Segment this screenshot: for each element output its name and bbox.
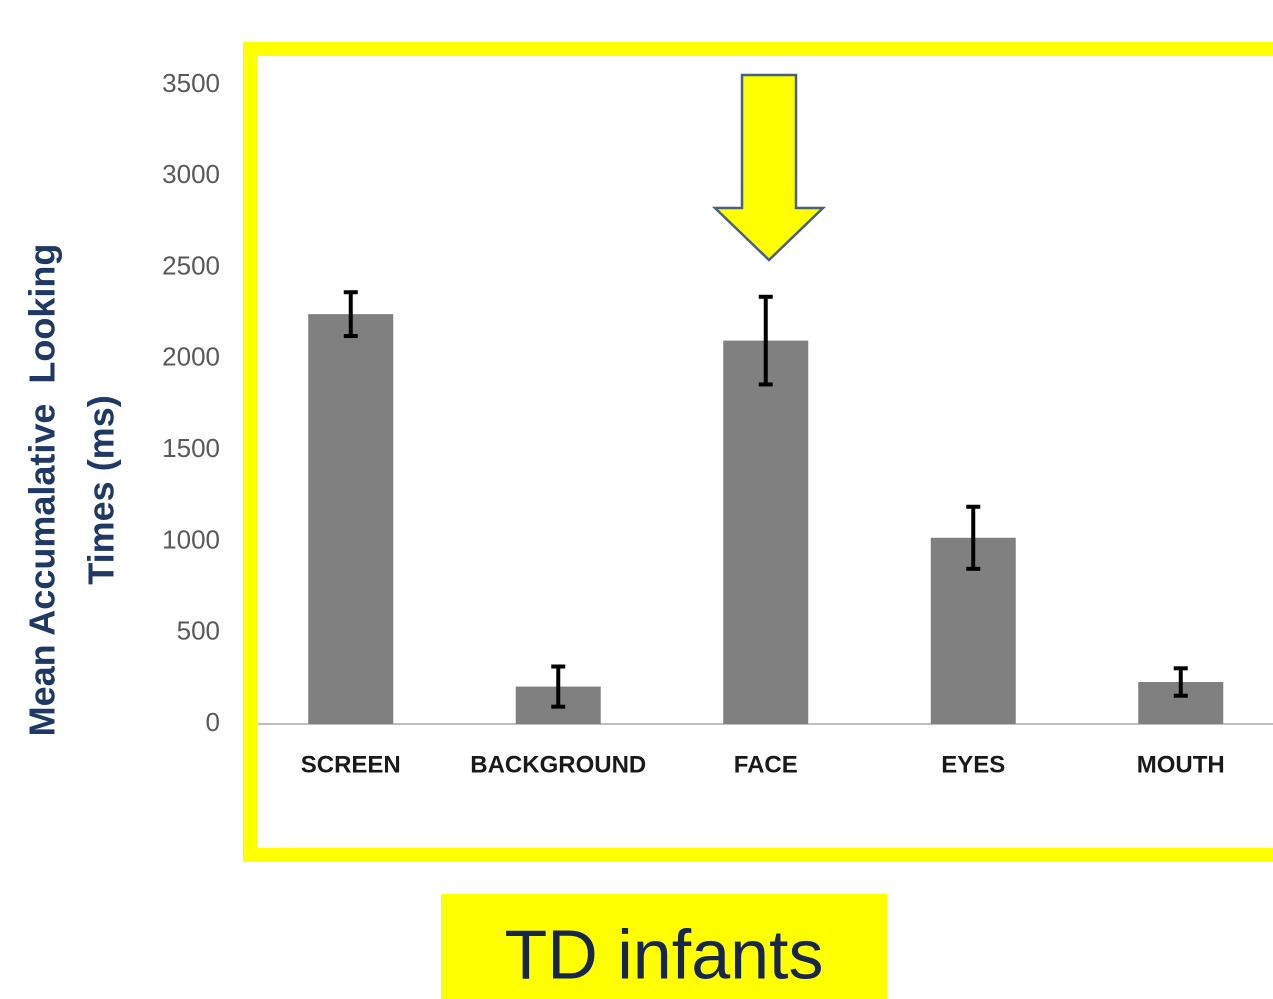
y-tick-label: 1500 (162, 433, 220, 463)
error-bar (343, 290, 358, 339)
error-bar (551, 664, 566, 709)
x-tick-label: SCREEN (301, 751, 401, 778)
x-tick-label: MOUTH (1137, 751, 1225, 778)
error-bar (966, 504, 981, 571)
y-tick-label: 1000 (162, 524, 220, 554)
y-tick-label: 3000 (162, 159, 220, 189)
bar (308, 314, 394, 724)
annotation: TD infants (505, 915, 824, 993)
y-tick-label: 0 (206, 707, 220, 737)
x-tick-label: EYES (941, 751, 1005, 778)
x-tick-label: FACE (734, 751, 798, 778)
error-bar (758, 294, 773, 387)
error-bar (1173, 666, 1188, 698)
arrow (711, 73, 827, 262)
y-axis-label: Times (ms) (81, 395, 122, 584)
y-tick-label: 2500 (162, 250, 220, 280)
x-tick-label: BACKGROUND (470, 751, 646, 778)
y-tick-label: 3500 (162, 68, 220, 98)
y-axis-label: Mean Accumalative Looking (22, 244, 63, 737)
bar (723, 340, 809, 724)
y-tick-label: 500 (177, 616, 220, 646)
annotation-box (441, 894, 887, 999)
y-tick-label: 2000 (162, 342, 220, 372)
